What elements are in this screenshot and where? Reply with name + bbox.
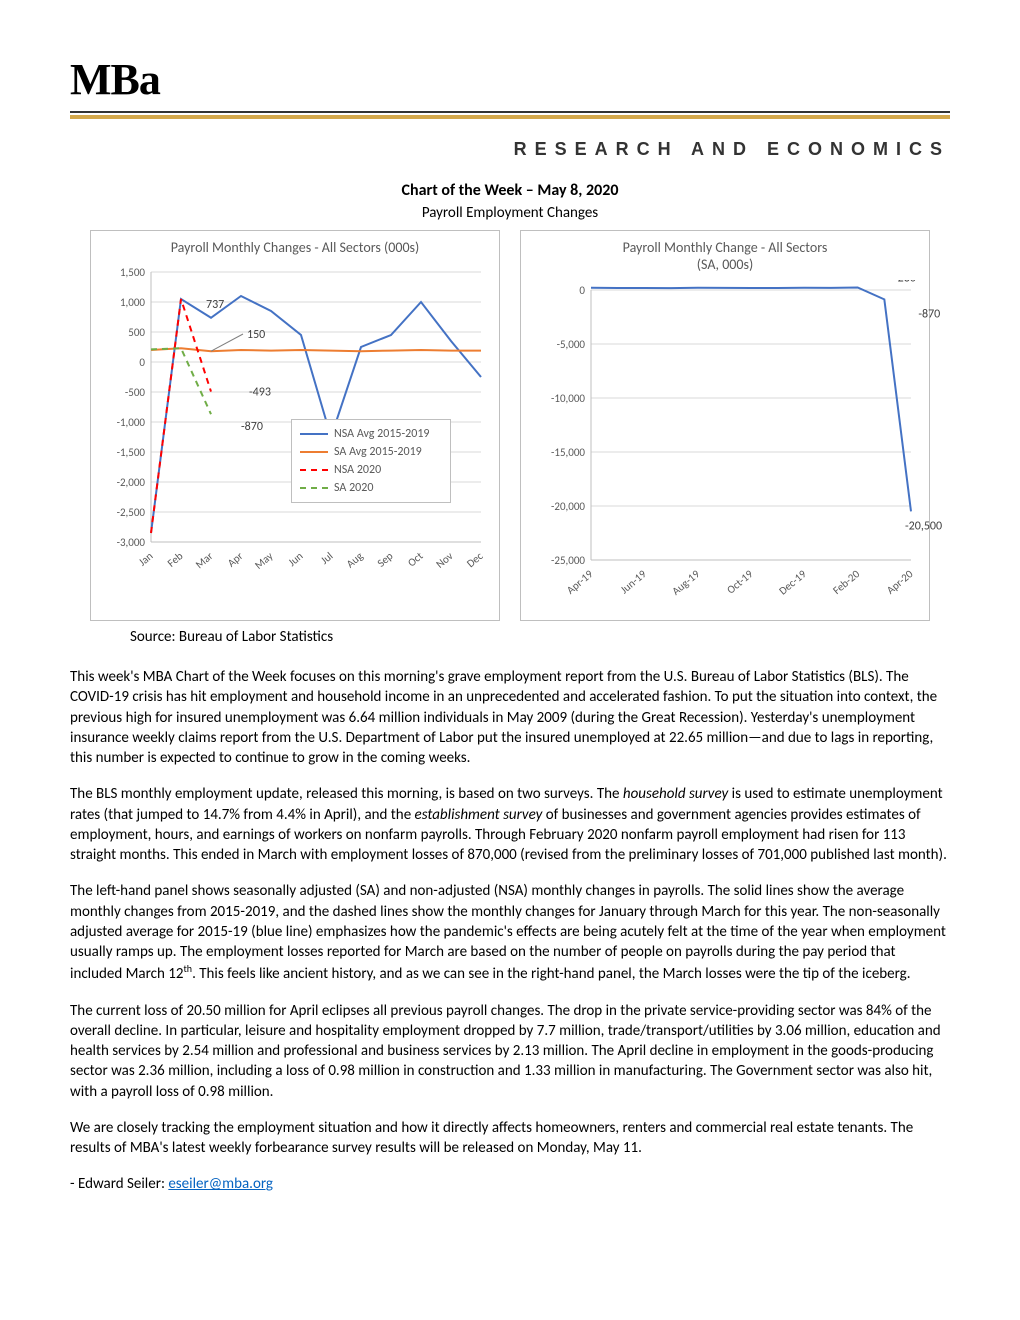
svg-text:Apr-20: Apr-20 [884, 567, 916, 597]
chart-left-legend: NSA Avg 2015-2019 SA Avg 2015-2019 NSA 202… [291, 419, 451, 504]
chart-title: Chart of the Week – May 8, 2020 [70, 180, 950, 202]
legend-swatch [300, 451, 328, 453]
svg-text:Jun: Jun [286, 549, 306, 569]
svg-text:Mar: Mar [193, 549, 216, 571]
legend-swatch [300, 487, 328, 489]
svg-text:-10,000: -10,000 [551, 392, 585, 405]
charts-container: Payroll Monthly Changes - All Sectors (0… [70, 230, 950, 621]
p2-part-a: The BLS monthly employment update, relea… [70, 785, 623, 803]
svg-text:-20,500: -20,500 [905, 519, 942, 533]
svg-text:-2,500: -2,500 [117, 506, 146, 519]
paragraph-2: The BLS monthly employment update, relea… [70, 784, 950, 865]
svg-text:150: 150 [247, 328, 265, 342]
logo: MBa [70, 50, 950, 109]
legend-swatch [300, 433, 328, 435]
svg-text:-870: -870 [241, 420, 263, 434]
svg-text:Oct-19: Oct-19 [724, 567, 756, 596]
header-rule-gold [70, 115, 950, 119]
svg-text:-15,000: -15,000 [551, 446, 585, 459]
svg-text:-500: -500 [125, 386, 146, 399]
svg-text:Jun-19: Jun-19 [618, 567, 649, 596]
svg-text:-20,000: -20,000 [551, 500, 585, 513]
legend-item: SA 2020 [300, 480, 442, 496]
svg-text:Jul: Jul [318, 549, 335, 567]
svg-text:1,500: 1,500 [120, 266, 145, 279]
paragraph-5: We are closely tracking the employment s… [70, 1118, 950, 1159]
svg-text:-870: -870 [918, 307, 940, 321]
svg-text:Aug: Aug [344, 549, 366, 570]
legend-label: SA 2020 [334, 480, 373, 496]
author-email-link[interactable]: eseiler@mba.org [168, 1175, 273, 1193]
svg-text:1,000: 1,000 [120, 296, 145, 309]
svg-text:-3,000: -3,000 [117, 536, 146, 549]
svg-text:Oct: Oct [405, 549, 426, 569]
p2-em-1: household survey [623, 785, 728, 803]
legend-label: SA Avg 2015-2019 [334, 444, 422, 460]
svg-text:-1,500: -1,500 [117, 446, 146, 459]
svg-text:Dec: Dec [464, 549, 486, 570]
chart-left-title: Payroll Monthly Changes - All Sectors (0… [101, 239, 489, 257]
legend-swatch [300, 469, 328, 471]
p2-em-2: establishment survey [415, 806, 543, 824]
svg-text:0: 0 [579, 284, 585, 297]
legend-item: SA Avg 2015-2019 [300, 444, 442, 460]
svg-text:Aug-19: Aug-19 [669, 567, 702, 598]
svg-text:-1,000: -1,000 [117, 416, 146, 429]
author-line: - Edward Seiler: eseiler@mba.org [70, 1174, 950, 1194]
chart-panel-left: Payroll Monthly Changes - All Sectors (0… [90, 230, 500, 621]
svg-text:Feb: Feb [165, 549, 186, 569]
header-rule-dark [70, 111, 950, 113]
svg-text:Apr: Apr [225, 549, 246, 569]
body-text: This week's MBA Chart of the Week focuse… [70, 667, 950, 1158]
legend-item: NSA Avg 2015-2019 [300, 426, 442, 442]
svg-text:230: 230 [898, 280, 916, 286]
paragraph-4: The current loss of 20.50 million for Ap… [70, 1001, 950, 1102]
author-prefix: - Edward Seiler: [70, 1175, 168, 1193]
svg-text:500: 500 [128, 326, 145, 339]
chart-subtitle: Payroll Employment Changes [70, 203, 950, 223]
paragraph-1: This week's MBA Chart of the Week focuse… [70, 667, 950, 768]
svg-text:Feb-20: Feb-20 [830, 567, 862, 597]
svg-text:737: 737 [206, 298, 224, 312]
svg-text:May: May [252, 549, 275, 571]
svg-text:-25,000: -25,000 [551, 554, 585, 567]
svg-text:-493: -493 [249, 386, 271, 400]
chart-right-svg: 0 -5,000 -10,000 -15,000 -20,000 -25,000Apr-1… [531, 280, 971, 600]
svg-text:-2,000: -2,000 [117, 476, 146, 489]
svg-text:0: 0 [139, 356, 145, 369]
svg-text:-5,000: -5,000 [557, 338, 586, 351]
chart-source: Source: Bureau of Labor Statistics [130, 627, 950, 647]
paragraph-3: The left-hand panel shows seasonally adj… [70, 881, 950, 984]
svg-text:Nov: Nov [433, 549, 455, 570]
chart-panel-right: Payroll Monthly Change - All Sectors(SA,… [520, 230, 930, 621]
svg-text:Dec-19: Dec-19 [776, 567, 809, 597]
chart-right-title: Payroll Monthly Change - All Sectors(SA,… [531, 239, 919, 274]
p3-sup: th [183, 962, 192, 975]
legend-item: NSA 2020 [300, 462, 442, 478]
svg-text:Jan: Jan [136, 549, 156, 568]
p3-part-c: . This feels like ancient history, and a… [192, 965, 910, 983]
svg-text:Sep: Sep [375, 549, 396, 570]
svg-text:Apr-19: Apr-19 [564, 567, 596, 597]
legend-label: NSA 2020 [334, 462, 381, 478]
section-label: RESEARCH AND ECONOMICS [70, 137, 950, 161]
legend-label: NSA Avg 2015-2019 [334, 426, 430, 442]
